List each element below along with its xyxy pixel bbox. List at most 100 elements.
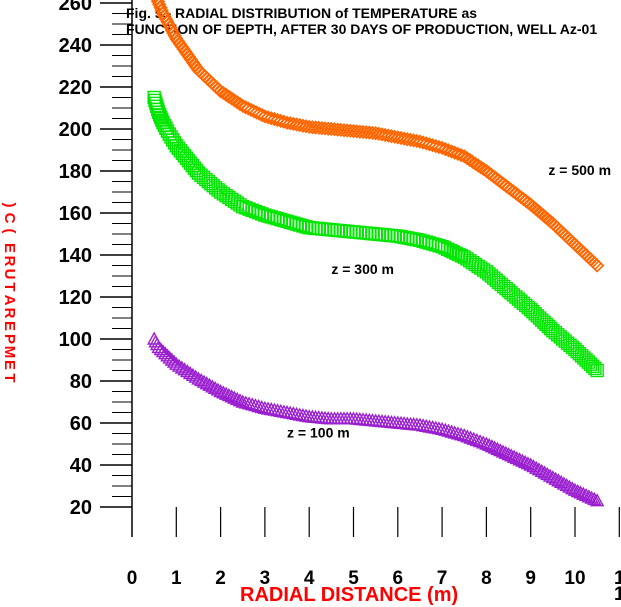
data-point: [578, 487, 594, 502]
data-point: [509, 450, 525, 465]
y-label-char: E: [1, 243, 18, 253]
data-point: [490, 441, 505, 455]
data-point: [453, 427, 469, 441]
data-point: [151, 105, 166, 119]
x-tick-label: 6: [393, 568, 404, 589]
data-point: [207, 380, 223, 395]
y-label-char: M: [1, 346, 18, 359]
data-point: [537, 465, 552, 479]
data-point: [552, 222, 567, 237]
curve-labels: z = 500 m z = 300 m z = 100 m: [287, 162, 611, 441]
data-point: [573, 485, 588, 499]
data-point: [472, 434, 488, 448]
y-tick-label: 60: [70, 413, 92, 435]
data-point: [450, 426, 466, 440]
data-point: [520, 456, 536, 470]
data-point: [441, 423, 456, 437]
data-point: [584, 490, 599, 504]
data-point: [447, 425, 462, 439]
y-label-char: U: [1, 269, 18, 280]
y-tick-label: 240: [59, 35, 92, 57]
data-point: [245, 397, 260, 411]
x-tick-label: 3: [260, 568, 271, 589]
data-point: [188, 369, 203, 383]
x-tick-label: 9: [525, 568, 536, 589]
x-tick-label: 4: [304, 568, 315, 589]
data-point: [152, 108, 167, 122]
data-point: [542, 468, 558, 482]
y-label-char: T: [1, 373, 18, 382]
data-point: [556, 476, 572, 490]
data-point: [572, 241, 587, 256]
data-point: [197, 69, 213, 84]
data-point: [199, 376, 214, 390]
data-point: [588, 361, 602, 376]
data-point: [206, 77, 222, 93]
x-tick-label: 5: [348, 568, 359, 589]
data-marks: [146, 0, 605, 507]
data-point: [523, 457, 538, 471]
data-point: [230, 391, 245, 406]
data-point: [590, 258, 605, 273]
data-point: [545, 470, 561, 484]
x-tick-label: 10: [564, 568, 585, 589]
data-point: [438, 422, 453, 436]
data-point: [559, 228, 574, 244]
curve-label: z = 100 m: [287, 425, 350, 441]
data-point: [498, 445, 513, 459]
data-point: [204, 75, 219, 90]
data-point: [444, 424, 459, 438]
y-tick-label: 180: [59, 161, 92, 183]
data-point: [589, 493, 605, 507]
y-tick-label: 220: [59, 77, 92, 99]
data-point: [493, 443, 508, 457]
data-point: [570, 484, 585, 498]
data-point: [565, 235, 580, 250]
data-point: [174, 360, 190, 374]
data-point: [534, 463, 549, 477]
data-point: [590, 363, 604, 378]
x-tick-label: 2: [215, 568, 226, 589]
x-tick-label: 0: [127, 568, 138, 589]
data-point: [561, 231, 576, 246]
y-label-char: (: [1, 229, 18, 234]
data-point: [171, 358, 187, 372]
data-point: [562, 479, 577, 493]
y-tick-label: 100: [59, 329, 92, 351]
y-tick-label: 200: [59, 119, 92, 141]
data-point: [185, 367, 201, 381]
curve-label: z = 500 m: [548, 162, 611, 178]
y-label-char: T: [1, 282, 18, 291]
data-point: [248, 398, 263, 412]
data-point: [216, 385, 231, 399]
data-point: [457, 428, 472, 442]
data-point: [235, 394, 250, 408]
data-point: [469, 432, 485, 447]
data-point: [213, 384, 228, 398]
data-point: [466, 431, 481, 445]
data-point: [251, 399, 266, 413]
y-tick-label: 160: [59, 203, 92, 225]
data-point: [221, 387, 237, 402]
y-label-char: R: [1, 308, 18, 319]
data-point: [576, 245, 591, 261]
data-point: [554, 224, 569, 240]
data-point: [574, 243, 589, 258]
curve-label: z = 300 m: [331, 261, 394, 277]
data-point: [556, 226, 572, 242]
data-point: [194, 373, 209, 387]
data-point: [200, 71, 215, 86]
data-point: [563, 233, 578, 248]
data-point: [238, 395, 254, 409]
x-tick-label: 1: [614, 584, 621, 605]
data-point: [578, 247, 594, 263]
data-point: [583, 252, 598, 267]
data-point: [169, 356, 184, 370]
data-point: [550, 220, 565, 235]
y-tick-label: 20: [70, 497, 92, 519]
data-point: [567, 482, 583, 496]
data-point: [196, 374, 212, 388]
data-point: [218, 386, 234, 400]
